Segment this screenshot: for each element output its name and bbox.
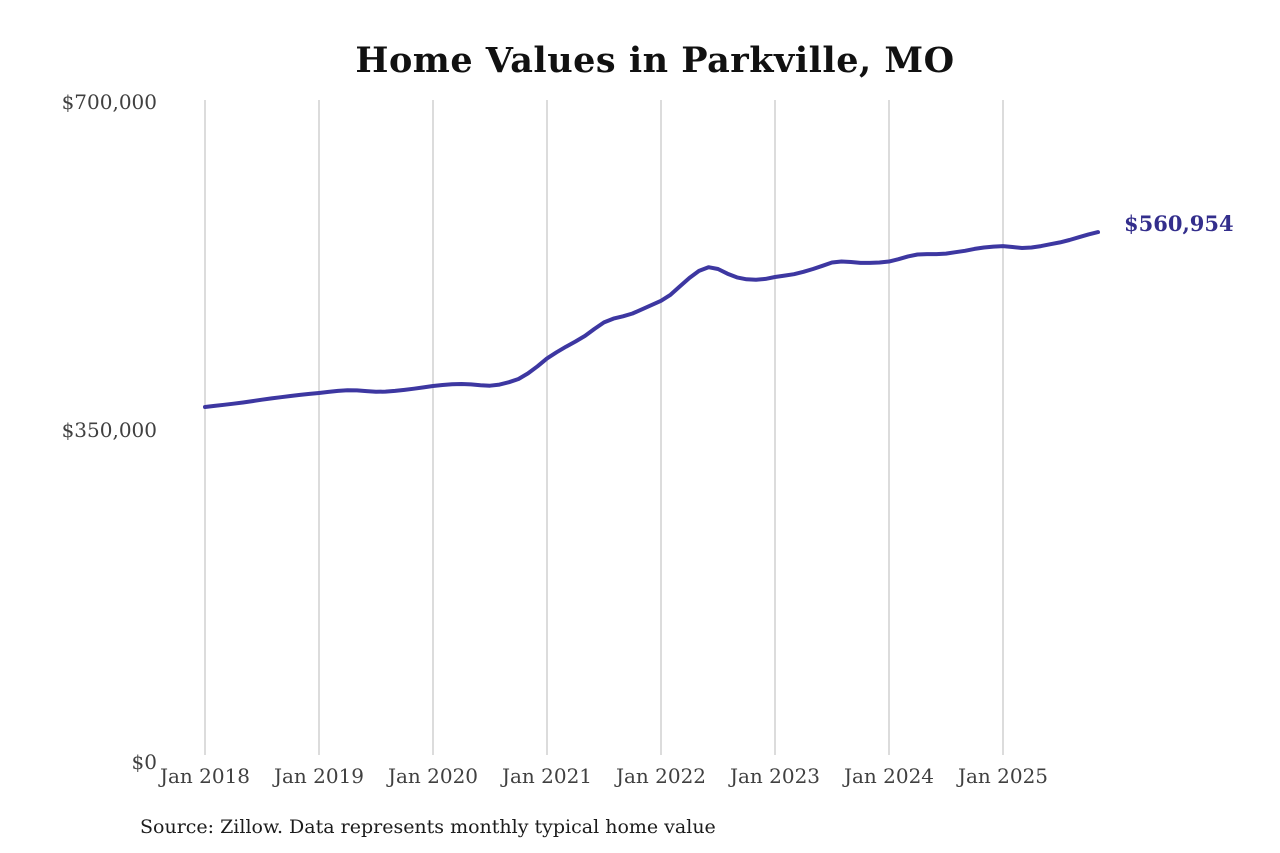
x-tick-label: Jan 2025 [957, 764, 1049, 788]
y-tick-label: $700,000 [61, 90, 157, 114]
x-tick-label: Jan 2022 [615, 764, 707, 788]
home-value-line [203, 230, 1100, 409]
source-note: Source: Zillow. Data represents monthly … [140, 816, 716, 838]
x-tick-label: Jan 2019 [273, 764, 365, 788]
x-tick-label: Jan 2020 [387, 764, 479, 788]
x-tick-label: Jan 2021 [501, 764, 593, 788]
x-tick-label: Jan 2018 [159, 764, 251, 788]
x-tick-label: Jan 2023 [729, 764, 821, 788]
x-tick-label: Jan 2024 [843, 764, 935, 788]
y-tick-label: $350,000 [61, 417, 157, 442]
y-tick-label: $0 [131, 750, 157, 774]
latest-value-label: $560,954 [1124, 211, 1234, 236]
chart-title: Home Values in Parkville, MO [355, 40, 955, 81]
